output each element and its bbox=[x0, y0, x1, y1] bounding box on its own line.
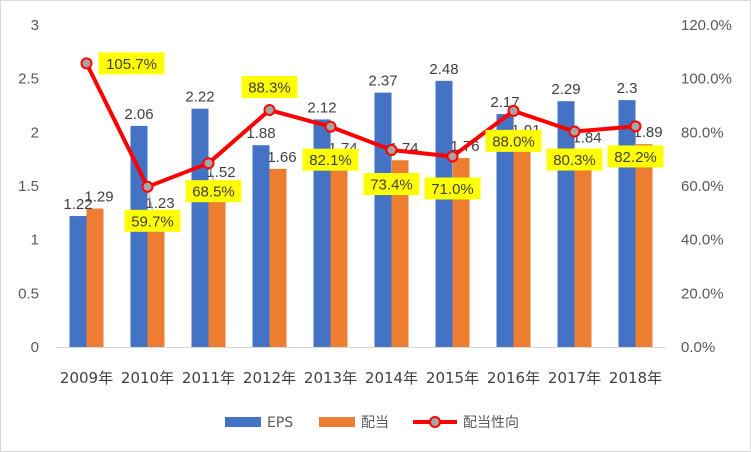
dividend-bar bbox=[86, 208, 104, 347]
ratio-marker bbox=[568, 125, 581, 138]
y-right-tick-label: 80.0% bbox=[681, 124, 724, 141]
ratio-marker bbox=[446, 150, 459, 163]
dividend-bar bbox=[208, 183, 226, 347]
dividend-bar bbox=[269, 168, 287, 347]
ratio-labels: 105.7% 59.7% 68.5% 88.3% 82.1% 73.4% 71.0% 88.0… bbox=[98, 52, 664, 232]
x-category-label: 2016年 bbox=[487, 369, 540, 387]
x-category-label: 2012年 bbox=[243, 369, 296, 387]
eps-value-label: 2.37 bbox=[368, 73, 397, 90]
eps-bar bbox=[69, 216, 87, 347]
ratio-value-label: 88.0% bbox=[492, 133, 535, 150]
x-category-label: 2011年 bbox=[182, 369, 235, 387]
eps-bar bbox=[313, 119, 331, 347]
legend: EPS 配当 配当性向 bbox=[225, 415, 519, 431]
y-right-tick-label: 0.0% bbox=[681, 339, 715, 356]
ratio-value-label: 82.1% bbox=[309, 152, 352, 169]
eps-bar bbox=[435, 80, 453, 348]
y-right-tick-label: 100.0% bbox=[681, 71, 732, 88]
legend-ratio-label: 配当性向 bbox=[463, 415, 519, 431]
ratio-label-box bbox=[424, 177, 481, 200]
y-left-tick-label: 3 bbox=[31, 17, 39, 34]
legend-ratio-marker bbox=[429, 416, 441, 428]
dividend-bar bbox=[330, 160, 348, 347]
eps-bar bbox=[374, 92, 392, 348]
y-left-tick-label: 1 bbox=[31, 232, 39, 249]
ratio-label-box bbox=[98, 52, 165, 75]
x-category-label: 2014年 bbox=[365, 369, 418, 387]
legend-dividend-swatch bbox=[319, 417, 355, 427]
ratio-value-label: 68.5% bbox=[192, 184, 235, 201]
x-category-label: 2013年 bbox=[304, 369, 357, 387]
eps-value-label: 2.48 bbox=[429, 61, 458, 78]
y-right-tick-label: 20.0% bbox=[681, 285, 724, 302]
ratio-value-label: 73.4% bbox=[370, 177, 413, 194]
bars bbox=[69, 80, 653, 348]
ratio-line bbox=[84, 62, 636, 189]
dividend-bar bbox=[513, 141, 531, 347]
ratio-value-label: 105.7% bbox=[106, 56, 157, 73]
x-category-label: 2018年 bbox=[609, 369, 662, 387]
x-category-label: 2015年 bbox=[426, 369, 479, 387]
legend-eps-swatch bbox=[225, 417, 261, 427]
y-left-tick-label: 2.5 bbox=[18, 71, 39, 88]
eps-value-label: 1.22 bbox=[63, 196, 92, 213]
dividend-value-label: 1.52 bbox=[206, 164, 235, 181]
ratio-value-label: 80.3% bbox=[553, 152, 596, 169]
y-left-tick-label: 2 bbox=[31, 124, 39, 141]
y-left-tick-label: 0 bbox=[31, 339, 39, 356]
dividend-bar bbox=[391, 160, 409, 347]
eps-bar bbox=[252, 145, 270, 347]
dividend-value-label: 1.66 bbox=[267, 149, 296, 166]
y-right-tick-label: 40.0% bbox=[681, 232, 724, 249]
legend-eps-label: EPS bbox=[267, 415, 293, 431]
eps-value-label: 2.3 bbox=[617, 80, 638, 97]
legend-dividend-label: 配当 bbox=[361, 415, 389, 431]
eps-value-label: 1.88 bbox=[246, 125, 275, 142]
ratio-label-box bbox=[546, 148, 603, 171]
eps-value-label: 2.22 bbox=[185, 89, 214, 106]
ratio-label-box bbox=[302, 148, 359, 171]
ratio-marker bbox=[385, 144, 398, 157]
ratio-label-box bbox=[485, 129, 542, 152]
eps-bar bbox=[496, 114, 514, 347]
dividend-value-label: 1.29 bbox=[84, 189, 113, 206]
ratio-label-box bbox=[124, 209, 181, 232]
y-right-tick-label: 120.0% bbox=[681, 17, 732, 34]
ratio-value-label: 59.7% bbox=[131, 213, 174, 230]
ratio-marker bbox=[80, 57, 93, 70]
eps-bar bbox=[191, 108, 209, 347]
ratio-line-series bbox=[80, 57, 642, 211]
ratio-value-label: 88.3% bbox=[248, 80, 291, 97]
ratio-label-box bbox=[363, 173, 420, 196]
dividend-value-label: 1.23 bbox=[145, 195, 174, 212]
y-left-tick-label: 0.5 bbox=[18, 285, 39, 302]
ratio-marker bbox=[324, 120, 337, 133]
eps-value-label: 2.29 bbox=[551, 81, 580, 98]
x-category-label: 2017年 bbox=[548, 369, 601, 387]
dividend-bar bbox=[635, 144, 653, 347]
y-left-tick-label: 1.5 bbox=[18, 178, 39, 195]
x-category-label: 2009年 bbox=[60, 369, 113, 387]
ratio-marker bbox=[141, 180, 154, 193]
ratio-value-label: 71.0% bbox=[431, 181, 474, 198]
eps-value-label: 2.12 bbox=[307, 99, 336, 116]
ratio-label-box bbox=[607, 145, 664, 168]
axes: 00.511.522.530.0%20.0%40.0%60.0%80.0%100… bbox=[18, 17, 732, 387]
ratio-marker bbox=[507, 104, 520, 117]
dividend-bar bbox=[147, 214, 165, 347]
ratio-marker bbox=[202, 157, 215, 170]
ratio-marker bbox=[629, 120, 642, 133]
dividend-bar bbox=[574, 149, 592, 347]
y-right-tick-label: 60.0% bbox=[681, 178, 724, 195]
x-category-label: 2010年 bbox=[121, 369, 174, 387]
ratio-label-box bbox=[185, 180, 242, 203]
ratio-label-box bbox=[241, 76, 298, 99]
eps-value-label: 2.06 bbox=[124, 106, 153, 123]
dividend-bar bbox=[452, 158, 470, 347]
ratio-value-label: 82.2% bbox=[614, 149, 657, 166]
ratio-marker bbox=[263, 104, 276, 117]
